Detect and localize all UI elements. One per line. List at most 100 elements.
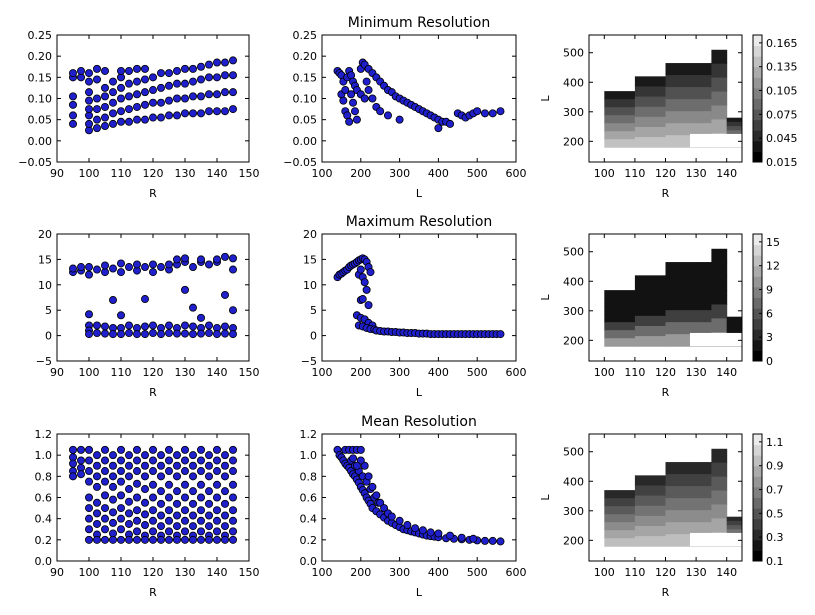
scatter-point [228, 527, 237, 536]
subplot-max-R: 90 100 110 120 130 140 150 −5 0 5 10 15 20 R [36, 228, 260, 399]
scatter-point [188, 487, 197, 496]
y-tick-label: 0.05 [293, 114, 318, 127]
scatter-point [109, 495, 118, 504]
contour-band [604, 530, 636, 539]
scatter-point [117, 456, 126, 465]
x-tick-label: 500 [467, 366, 488, 379]
scatter-point [188, 461, 197, 470]
y-tick-label: −0.05 [283, 156, 317, 169]
subplot-max-L: 100 200 300 400 500 600 −5 0 5 10 15 20 L Maximum Res… [301, 214, 527, 399]
x-tick-label: 140 [716, 366, 737, 379]
scatter-point [360, 278, 369, 287]
scatter-point [132, 535, 141, 544]
scatter-point [140, 485, 149, 494]
contour-band [604, 123, 636, 132]
contour-band [634, 76, 666, 87]
x-tick-label: 100 [79, 566, 100, 579]
y-tick-label: 300 [563, 305, 584, 318]
scatter-point [212, 58, 221, 67]
y-tick-label: 0.2 [35, 534, 53, 547]
colorbar-segment [753, 265, 762, 277]
y-tick-label: 0.25 [28, 29, 53, 42]
scatter-point [69, 111, 78, 120]
scatter-point [446, 119, 455, 128]
scatter-point [204, 107, 213, 116]
x-tick-label: 100 [312, 167, 333, 180]
scatter-point [434, 124, 443, 133]
contour-band [634, 285, 666, 297]
scatter-point [125, 472, 134, 481]
scatter-point [180, 64, 189, 73]
scatter-point [387, 512, 396, 521]
y-tick-label: 0.15 [28, 71, 53, 84]
scatter-point [125, 66, 134, 75]
contour-band [634, 305, 666, 317]
y-tick-label: 15 [303, 253, 317, 266]
scatter-point [132, 64, 141, 73]
scatter-point [204, 511, 213, 520]
scatter-point [109, 296, 118, 305]
colorbar-segment [753, 98, 762, 110]
contour-band [696, 462, 712, 475]
scatter-point [341, 86, 350, 95]
scatter-point [196, 480, 205, 489]
x-tick-label: 300 [389, 366, 410, 379]
scatter-point [395, 115, 404, 124]
points [333, 58, 505, 133]
colorbar-frame [752, 233, 763, 362]
scatter-point [364, 472, 373, 481]
colorbar-segment [753, 465, 762, 477]
contour-band [604, 99, 636, 108]
scatter-point [180, 79, 189, 88]
scatter-point [228, 480, 237, 489]
colorbar-tick-label: 0.045 [766, 132, 798, 145]
x-tick-label: 600 [506, 566, 527, 579]
contour-band [726, 525, 742, 530]
colorbar-segment [753, 35, 762, 47]
contour-band [711, 105, 728, 120]
scatter-point [93, 329, 102, 338]
contour-band [726, 126, 742, 131]
scatter-point [85, 270, 94, 279]
scatter-point [164, 69, 173, 78]
scatter-point [212, 535, 221, 544]
x-axis-label: L [416, 187, 423, 200]
scatter-point [85, 493, 94, 502]
scatter-point [362, 285, 371, 294]
scatter-point [196, 62, 205, 71]
contour-band [711, 276, 728, 292]
scatter-point [364, 301, 373, 310]
scatter-point [93, 321, 102, 330]
contour-band [696, 474, 712, 487]
scatter-point [85, 467, 94, 476]
y-tick-label: 0.0 [300, 555, 318, 568]
scatter-point [69, 92, 78, 101]
x-tick-label: 200 [350, 366, 371, 379]
y-axis-label: L [539, 494, 552, 501]
scatter-point [93, 451, 102, 460]
scatter-point [93, 509, 102, 518]
subplot-title: Maximum Resolution [346, 214, 493, 230]
contour-band [711, 462, 728, 478]
scatter-point [212, 456, 221, 465]
scatter-point [212, 516, 221, 525]
contour-band [665, 87, 697, 100]
scatter-point [172, 535, 181, 544]
x-tick-label: 110 [111, 566, 132, 579]
scatter-point [228, 56, 237, 65]
scatter-point [132, 115, 141, 124]
contour-band [634, 495, 666, 507]
colorbar-segment [753, 455, 762, 467]
contour-band [634, 485, 666, 497]
colorbar-segment [753, 508, 762, 520]
scatter-point [156, 98, 165, 107]
colorbar-tick-label: 12 [766, 260, 780, 273]
contour-band [711, 248, 728, 264]
scatter-point [93, 105, 102, 114]
colorbar-frame [752, 433, 763, 562]
scatter-point [496, 537, 505, 546]
scatter-point [204, 535, 213, 544]
colorbar: 0 3 6 9 12 15 [752, 233, 780, 368]
scatter-point [220, 290, 229, 299]
